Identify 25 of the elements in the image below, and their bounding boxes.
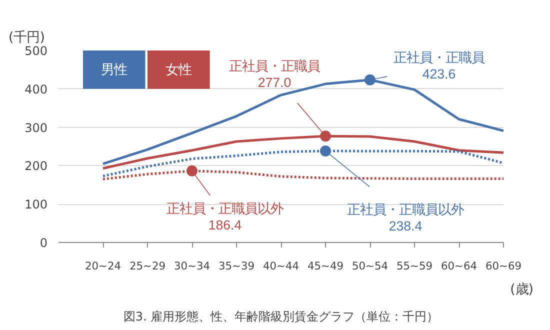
text: 男性 <box>101 62 128 78</box>
x-tick-label: 50~54 <box>352 260 388 272</box>
y-tick-label: 100 <box>24 198 48 212</box>
y-tick-label: 400 <box>24 82 48 96</box>
text: 図3. 雇用形態、性、年齢階級別賃金グラフ（単位：千円） <box>123 310 439 324</box>
x-tick-label: 55~59 <box>396 260 433 272</box>
annotation: 正社員・正職員 423.6 <box>394 50 484 82</box>
y-tick-label: 500 <box>24 44 48 58</box>
x-tick-label: 60~64 <box>440 260 478 272</box>
y-tick-label: 300 <box>24 120 48 135</box>
annotation: 正社員・正職員 277.0 <box>229 58 320 90</box>
x-axis-title: (歳) <box>510 282 534 298</box>
y-tick-label: 0 <box>40 236 48 250</box>
annotation: 正社員・正職員以外 186.4 <box>166 201 284 233</box>
x-tick-label: 35~39 <box>218 260 255 272</box>
text: 女性 <box>166 62 192 78</box>
x-tick-label: 30~34 <box>174 260 210 272</box>
x-tick-label: 45~49 <box>307 260 344 272</box>
y-tick-label: 200 <box>24 159 48 174</box>
x-tick-label: 25~29 <box>129 260 166 272</box>
x-tick-label: 40~44 <box>262 260 300 272</box>
annotation: 正社員・正職員以外 238.4 <box>347 202 464 234</box>
x-tick-label: 60~69 <box>485 260 522 272</box>
y-axis-title: (千円) <box>8 30 45 46</box>
x-tick-label: 20~24 <box>84 260 122 272</box>
